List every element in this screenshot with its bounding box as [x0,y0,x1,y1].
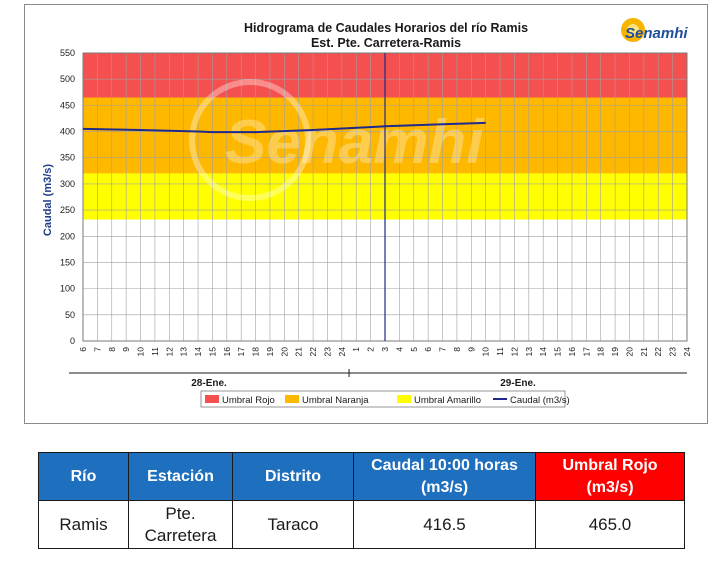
x-tick-label: 13 [524,347,534,357]
chart-title: Hidrograma de Caudales Horarios del río … [244,21,528,35]
x-tick-label: 12 [509,347,519,357]
x-tick-label: 16 [222,347,232,357]
x-tick-label: 14 [538,347,548,357]
chart-canvas: Hidrograma de Caudales Horarios del río … [42,18,692,408]
table-header-row: Río Estación Distrito Caudal 10:00 horas… [38,452,685,501]
x-tick-label: 11 [150,347,160,356]
y-tick-label: 0 [70,336,75,346]
x-tick-label: 14 [193,347,203,357]
logo-text: Senamhi [625,25,688,42]
hydrograph-chart: Hidrograma de Caudales Horarios del río … [24,4,708,424]
header-rio: Río [38,452,129,501]
header-estacion: Estación [128,452,233,501]
x-tick-label: 10 [136,347,146,357]
x-tick-label: 10 [481,347,491,357]
x-tick-label: 11 [495,347,505,356]
legend-swatch [285,395,299,403]
senamhi-watermark: Senamhi [189,79,485,201]
y-tick-label: 450 [60,100,75,110]
legend-swatch [205,395,219,403]
x-tick-label: 1 [351,347,361,352]
x-tick-label: 15 [207,347,217,357]
x-tick-label: 22 [308,347,318,357]
x-tick-label: 24 [682,347,692,357]
y-tick-label: 250 [60,205,75,215]
day-label: 28-Ene. [191,378,227,389]
summary-table: Río Estación Distrito Caudal 10:00 horas… [38,452,685,549]
y-tick-label: 350 [60,153,75,163]
x-tick-label: 19 [610,347,620,357]
x-tick-label: 7 [92,347,102,352]
y-tick-label: 550 [60,48,75,58]
x-tick-label: 6 [423,347,433,352]
cell-caudal: 416.5 [353,500,536,549]
x-tick-label: 24 [337,347,347,357]
chart-subtitle: Est. Pte. Carretera-Ramis [311,36,461,50]
x-tick-label: 22 [653,347,663,357]
y-tick-label: 400 [60,127,75,137]
x-tick-label: 19 [265,347,275,357]
x-tick-label: 8 [452,347,462,352]
cell-rio: Ramis [38,500,129,549]
header-distrito: Distrito [232,452,354,501]
x-tick-label: 4 [394,347,404,352]
x-tick-label: 6 [78,347,88,352]
x-tick-label: 18 [596,347,606,357]
y-tick-label: 500 [60,74,75,84]
series-line-caudal [82,121,486,134]
cell-estacion: Pte. Carretera [128,500,233,549]
y-tick-label: 150 [60,257,75,267]
x-tick-label: 20 [624,347,634,357]
x-tick-label: 23 [668,347,678,357]
legend-label: Umbral Rojo [222,395,275,406]
x-tick-label: 21 [294,347,304,357]
header-caudal: Caudal 10:00 horas (m3/s) [353,452,536,501]
y-tick-label: 200 [60,231,75,241]
legend-label: Umbral Amarillo [414,395,481,406]
legend-label: Caudal (m3/s) [510,395,570,406]
x-tick-label: 2 [366,347,376,352]
x-tick-label: 21 [639,347,649,357]
x-tick-label: 8 [107,347,117,352]
x-tick-label: 9 [121,347,131,352]
x-tick-label: 16 [567,347,577,357]
day-label: 29-Ene. [500,378,536,389]
y-axis-label: Caudal (m3/s) [42,164,54,236]
y-tick-label: 100 [60,284,75,294]
x-tick-label: 3 [380,347,390,352]
watermark-text: Senamhi [225,108,485,177]
x-tick-label: 7 [438,347,448,352]
senamhi-logo: Senamhi [621,18,688,42]
x-tick-label: 23 [322,347,332,357]
sun-core [627,24,639,36]
y-tick-label: 50 [65,310,75,320]
x-tick-label: 15 [553,347,563,357]
x-tick-label: 17 [236,347,246,357]
x-tick-label: 13 [179,347,189,357]
x-tick-label: 9 [466,347,476,352]
x-tick-label: 17 [581,347,591,357]
legend-swatch [397,395,411,403]
x-tick-label: 18 [251,347,261,357]
x-tick-label: 20 [279,347,289,357]
x-tick-label: 5 [409,347,419,352]
x-tick-label: 12 [164,347,174,357]
table-row: Ramis Pte. Carretera Taraco 416.5 465.0 [38,500,685,549]
header-umbral-rojo: Umbral Rojo (m3/s) [535,452,685,501]
cell-umbral-rojo: 465.0 [535,500,685,549]
y-tick-label: 300 [60,179,75,189]
cell-distrito: Taraco [232,500,354,549]
legend-label: Umbral Naranja [302,395,369,406]
